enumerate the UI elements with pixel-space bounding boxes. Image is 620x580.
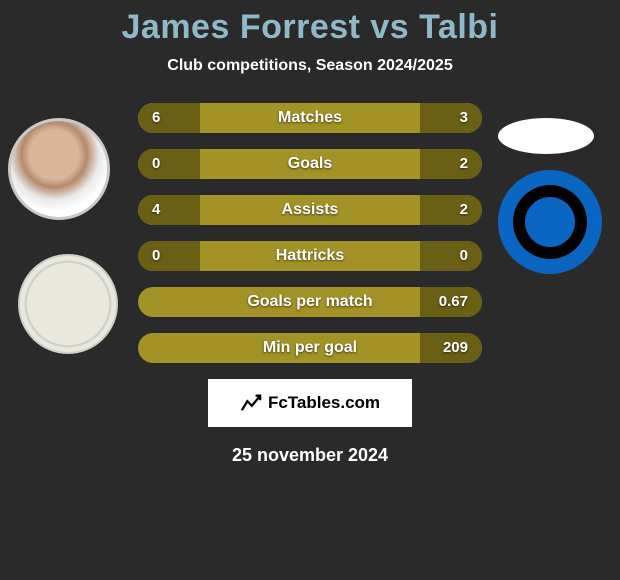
stat-label: Min per goal (138, 333, 482, 363)
stat-row: 0.67Goals per match (138, 287, 482, 317)
stat-label: Goals per match (138, 287, 482, 317)
stats-list: 63Matches 02Goals 42Assists 00Hattricks 0.67… (138, 103, 482, 363)
stat-label: Assists (138, 195, 482, 225)
club-right-crest (498, 170, 602, 274)
stat-row: 209Min per goal (138, 333, 482, 363)
brand-badge: FcTables.com (208, 379, 412, 427)
club-left-crest (18, 254, 118, 354)
page-title: James Forrest vs Talbi (0, 8, 620, 47)
comparison-card: James Forrest vs Talbi Club competitions… (0, 0, 620, 580)
stat-label: Hattricks (138, 241, 482, 271)
stat-label: Matches (138, 103, 482, 133)
player-right-avatar (498, 118, 594, 154)
stat-row: 42Assists (138, 195, 482, 225)
brand-icon (240, 392, 262, 414)
brand-text: FcTables.com (268, 393, 380, 413)
subtitle: Club competitions, Season 2024/2025 (0, 57, 620, 75)
stat-row: 02Goals (138, 149, 482, 179)
player-left-avatar (8, 118, 110, 220)
stat-row: 63Matches (138, 103, 482, 133)
stat-row: 00Hattricks (138, 241, 482, 271)
stat-label: Goals (138, 149, 482, 179)
date-text: 25 november 2024 (0, 445, 620, 466)
